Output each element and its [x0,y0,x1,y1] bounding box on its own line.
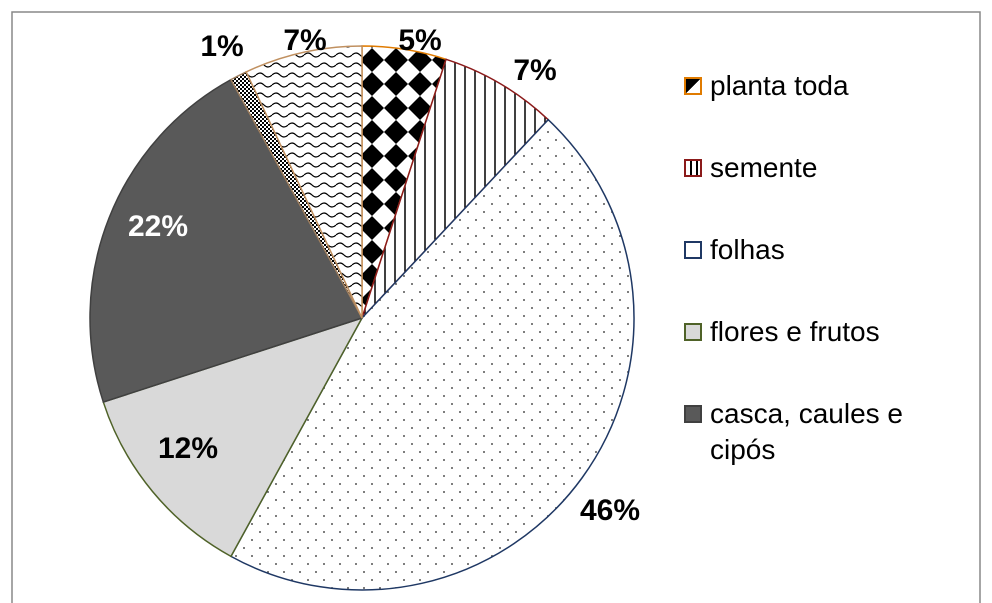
pie-slice [245,45,363,319]
data-label: 22% [128,210,188,243]
data-label: 12% [158,432,218,465]
data-label: 1% [200,30,243,63]
data-label: 5% [398,24,441,57]
data-label: 7% [513,54,556,87]
legend-item: casca, caules e cipós [680,396,920,468]
data-label: 7% [283,24,326,57]
legend-label: flores e frutos [710,316,880,347]
legend-swatch [684,323,702,341]
legend-item: folhas [680,232,920,268]
legend: planta toda semente folhas flores e frutos c… [680,68,920,514]
frame [11,11,981,603]
pie-slice [89,78,364,403]
legend-item: semente [680,150,920,186]
data-label: 46% [580,494,640,527]
legend-label: semente [710,152,818,183]
pie-slice [102,316,364,558]
legend-item: planta toda [680,68,920,104]
pie-slice [229,118,635,591]
legend-swatch [684,241,702,259]
legend-item: flores e frutos [680,314,920,350]
legend-swatch [684,77,702,95]
pie-slice [361,58,550,319]
legend-swatch [684,405,702,423]
legend-label: folhas [710,234,785,265]
legend-swatch [684,159,702,177]
legend-label: casca, caules e cipós [710,398,903,465]
legend-label: planta toda [710,70,849,101]
